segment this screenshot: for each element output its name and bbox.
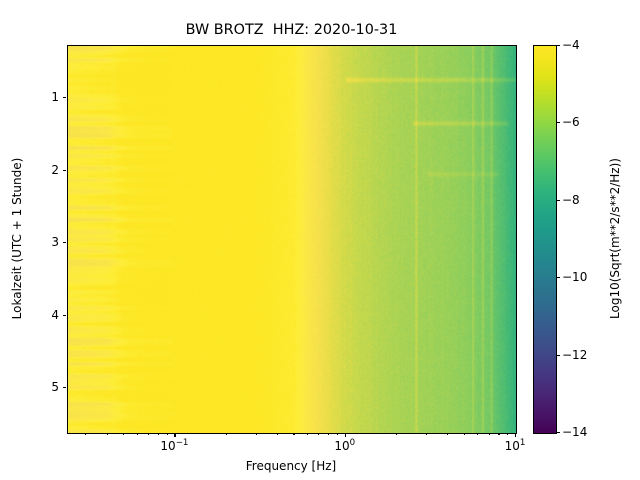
- colorbar-tick: [556, 122, 560, 124]
- x-tick-minor: [336, 433, 338, 435]
- x-tick-minor: [328, 433, 330, 435]
- x-tick-minor: [276, 433, 279, 435]
- x-tick-minor: [488, 433, 490, 435]
- colorbar-tick: [556, 432, 560, 434]
- colorbar-tick: [556, 354, 560, 356]
- x-axis-label: Frequency [Hz]: [245, 459, 337, 473]
- colorbar-tick: [556, 277, 560, 279]
- x-tick-minor: [293, 433, 295, 435]
- y-tick-major: [62, 169, 66, 171]
- y-tick-major: [62, 314, 66, 316]
- x-tick-minor: [477, 433, 479, 435]
- x-tick-minor: [85, 433, 87, 435]
- x-tick-minor: [447, 433, 449, 435]
- x-tick-minor: [395, 433, 398, 435]
- y-tick-major: [62, 97, 66, 99]
- x-tick-minor: [425, 433, 428, 435]
- page-title: BW BROTZ HHZ: 2020-10-31: [185, 22, 398, 38]
- x-tick-minor: [498, 433, 500, 435]
- x-tick-minor: [106, 433, 108, 435]
- colorbar-tick-label: −12: [562, 347, 588, 362]
- x-tick-minor: [318, 433, 320, 435]
- x-tick-minor: [166, 433, 168, 435]
- y-tick-major: [62, 242, 66, 244]
- x-tick-label: 10−1: [160, 438, 189, 453]
- x-tick-label: 100: [334, 438, 356, 453]
- spectrogram-axes: [67, 45, 517, 434]
- x-tick-minor: [148, 433, 150, 435]
- x-tick-minor: [306, 433, 309, 435]
- x-tick-minor: [225, 433, 227, 435]
- y-tick-label: 4: [51, 307, 59, 322]
- colorbar-tick-label: −14: [562, 425, 588, 439]
- colorbar-tick-label: −6: [562, 115, 580, 130]
- x-tick-minor: [136, 433, 138, 435]
- x-tick-minor: [255, 433, 257, 435]
- x-tick-major: [174, 433, 176, 437]
- y-tick-major: [62, 387, 66, 389]
- y-tick-label: 2: [51, 162, 59, 177]
- colorbar-tick-label: −4: [562, 38, 580, 52]
- x-tick-label: 101: [504, 438, 526, 453]
- colorbar-label: Log10(Sqrt(m**2/s**2/Hz)): [608, 158, 622, 319]
- y-tick-label: 5: [51, 380, 59, 395]
- colorbar: [533, 45, 557, 434]
- y-axis-label: Lokalzeit (UTC + 1 Stunde): [10, 157, 24, 320]
- colorbar-tick-label: −8: [562, 192, 580, 207]
- x-tick-minor: [463, 433, 465, 435]
- x-tick-minor: [157, 433, 159, 435]
- x-tick-major: [515, 433, 517, 437]
- spectrogram-image: [68, 46, 516, 433]
- colorbar-tick-label: −10: [562, 270, 588, 285]
- x-tick-minor: [507, 433, 509, 435]
- x-tick-minor: [123, 433, 125, 435]
- x-tick-major: [344, 433, 346, 437]
- y-tick-label: 3: [51, 235, 59, 250]
- y-tick-label: 1: [51, 90, 59, 105]
- colorbar-tick: [556, 45, 560, 47]
- colorbar-tick: [556, 199, 560, 201]
